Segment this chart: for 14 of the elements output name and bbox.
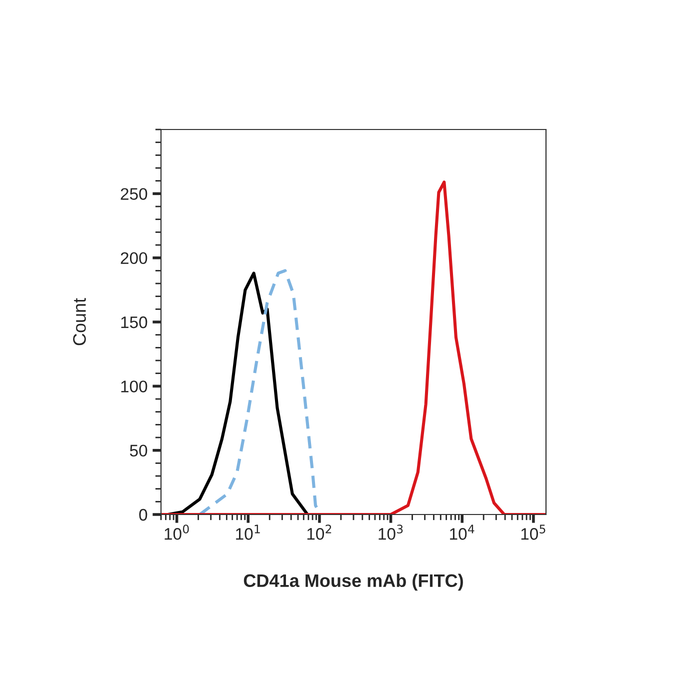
x-tick-label: 10$^{4}$ — [450, 524, 474, 540]
y-tick-label: 50 — [130, 444, 148, 457]
y-tick-label: 0 — [139, 508, 148, 521]
x-tick-label: 10$^{3}$ — [378, 524, 403, 540]
y-tick-label: 150 — [121, 316, 148, 328]
y-tick-label: 100 — [121, 380, 148, 392]
x-tick-label: 10$^{2}$ — [307, 524, 332, 540]
y-axis-title: Count — [73, 298, 86, 346]
x-tick-label: 10$^{1}$ — [236, 524, 260, 540]
x-axis-title: CD41a Mouse mAb (FITC) — [244, 574, 463, 591]
x-tick-label: 10$^{0}$ — [164, 524, 189, 540]
x-tick-label: 10$^{5}$ — [521, 524, 546, 540]
y-tick-label: 250 — [120, 188, 148, 200]
y-tick-label: 200 — [120, 252, 148, 264]
